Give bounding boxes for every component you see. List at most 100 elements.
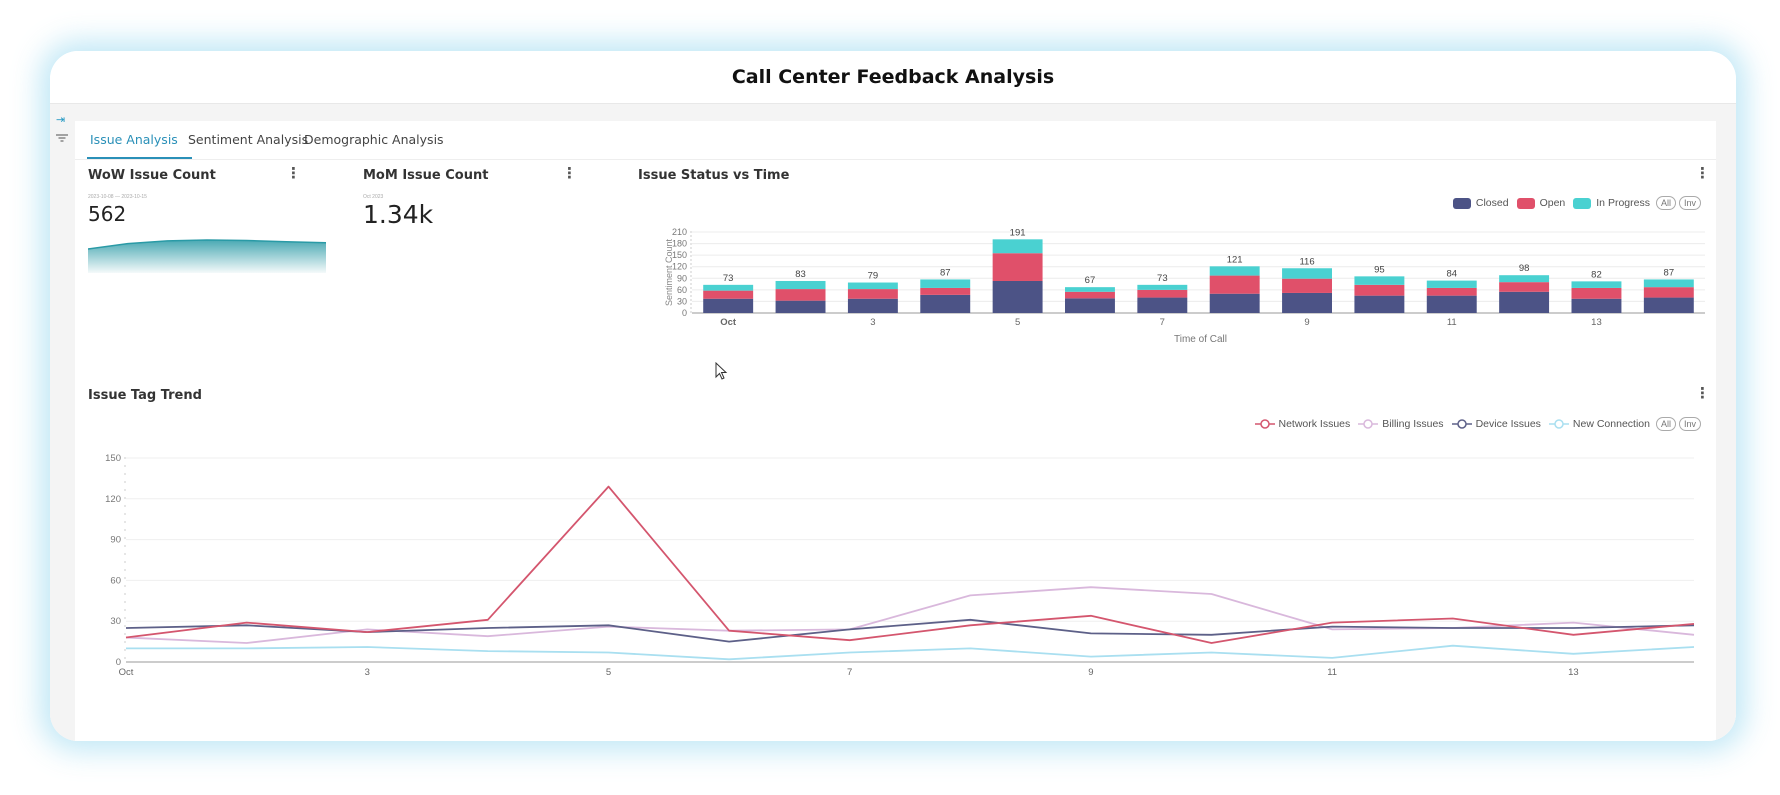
bar-segment[interactable] xyxy=(775,300,826,313)
legend-item-network-issues[interactable]: Network Issues xyxy=(1254,418,1351,430)
bar-segment[interactable] xyxy=(1065,287,1115,292)
bar-segment[interactable] xyxy=(920,294,971,313)
expand-icon[interactable]: ⇥ xyxy=(56,114,66,126)
bar-segment[interactable] xyxy=(920,279,971,288)
bar-segment[interactable] xyxy=(703,298,754,313)
bar-segment[interactable] xyxy=(1065,298,1115,313)
bar-segment[interactable] xyxy=(775,289,826,301)
legend-item-open[interactable]: Open xyxy=(1516,197,1565,209)
legend-swatch xyxy=(1573,197,1592,209)
y-axis-label: Sentiment Count xyxy=(664,238,674,306)
legend-item-new-connection[interactable]: New Connection xyxy=(1548,418,1650,430)
legend-all-button[interactable]: All xyxy=(1655,196,1676,210)
bar-segment[interactable] xyxy=(1282,278,1332,293)
legend-item-in-progress[interactable]: In Progress xyxy=(1573,197,1650,209)
bar-segment[interactable] xyxy=(847,298,898,313)
legend-line-symbol xyxy=(1548,419,1569,429)
legend-item-closed[interactable]: Closed xyxy=(1452,197,1509,209)
trend-chart-menu-icon[interactable]: ⋮ xyxy=(1695,385,1710,402)
bar-segment[interactable] xyxy=(1571,287,1622,299)
bar-segment[interactable] xyxy=(1137,284,1188,290)
tab-bar: Issue Analysis Sentiment Analysis Demogr… xyxy=(75,121,1716,160)
y-tick-label: 120 xyxy=(672,262,687,272)
filter-icon[interactable] xyxy=(56,133,68,146)
bar-segment[interactable] xyxy=(847,289,898,299)
y-tick-label: 60 xyxy=(110,575,121,586)
bar-segment[interactable] xyxy=(920,287,971,295)
trend-legend: Network Issues Billing Issues Device Iss… xyxy=(1247,417,1701,431)
bar-segment[interactable] xyxy=(703,290,754,299)
bar-total-label: 79 xyxy=(868,271,879,282)
bar-segment[interactable] xyxy=(1643,287,1694,298)
bar-segment[interactable] xyxy=(1209,275,1260,294)
wow-menu-icon[interactable]: ⋮ xyxy=(286,165,301,182)
y-tick-label: 150 xyxy=(672,250,687,260)
bar-total-label: 73 xyxy=(723,273,734,284)
filter-icon-glyph xyxy=(56,134,68,142)
series-line-device-issues[interactable] xyxy=(125,618,1695,643)
legend-all-button[interactable]: All xyxy=(1655,417,1676,431)
bar-segment[interactable] xyxy=(1499,275,1550,283)
bar-total-label: 84 xyxy=(1446,269,1457,280)
bar-segment[interactable] xyxy=(1426,295,1477,313)
sparkline-line xyxy=(88,239,326,250)
bar-segment[interactable] xyxy=(1354,284,1405,296)
bar-total-label: 191 xyxy=(1010,227,1026,238)
bar-segment[interactable] xyxy=(1354,295,1405,313)
bar-segment[interactable] xyxy=(1571,281,1622,288)
title-divider xyxy=(50,103,1736,104)
tab-demographic-analysis[interactable]: Demographic Analysis xyxy=(304,132,444,147)
status-chart-menu-icon[interactable]: ⋮ xyxy=(1695,165,1710,182)
bar-segment[interactable] xyxy=(1209,266,1260,276)
bar-segment[interactable] xyxy=(1571,298,1622,313)
sparkline-area xyxy=(88,240,326,273)
bar-segment[interactable] xyxy=(1137,289,1188,298)
series-line-billing-issues[interactable] xyxy=(125,586,1695,644)
bar-segment[interactable] xyxy=(1426,287,1477,296)
bar-segment[interactable] xyxy=(1643,297,1694,313)
bar-segment[interactable] xyxy=(847,282,898,290)
legend-label: Closed xyxy=(1475,197,1509,209)
bar-segment[interactable] xyxy=(1065,291,1115,299)
x-tick-label: Oct xyxy=(720,317,737,328)
bar-segment[interactable] xyxy=(1282,268,1332,279)
tab-issue-analysis[interactable]: Issue Analysis xyxy=(90,132,178,147)
bar-segment[interactable] xyxy=(992,253,1043,281)
x-tick-label: 9 xyxy=(1088,667,1093,678)
status-chart-title: Issue Status vs Time xyxy=(638,168,790,183)
y-tick-label: 0 xyxy=(116,657,121,668)
bar-segment[interactable] xyxy=(1499,282,1550,292)
bar-segment[interactable] xyxy=(1499,291,1550,313)
bar-segment[interactable] xyxy=(1354,276,1405,285)
legend-item-device-issues[interactable]: Device Issues xyxy=(1451,418,1541,430)
bar-segment[interactable] xyxy=(992,239,1043,254)
series-line-new-connection[interactable] xyxy=(126,644,1695,661)
sidebar: ⇥ xyxy=(50,104,74,741)
bar-segment[interactable] xyxy=(1209,293,1260,313)
page-title: Call Center Feedback Analysis xyxy=(731,66,1055,88)
bar-segment[interactable] xyxy=(1426,280,1477,288)
bar-segment[interactable] xyxy=(1643,279,1694,288)
bar-total-label: 67 xyxy=(1085,275,1096,286)
status-legend: Closed Open In Progress All Inv xyxy=(1445,196,1701,210)
bar-segment[interactable] xyxy=(775,280,826,290)
legend-label: New Connection xyxy=(1572,418,1650,430)
mom-title: MoM Issue Count xyxy=(363,168,489,183)
legend-item-billing-issues[interactable]: Billing Issues xyxy=(1358,418,1444,430)
x-tick-label: 13 xyxy=(1568,667,1579,678)
y-tick-label: 30 xyxy=(677,296,687,306)
legend-label: Network Issues xyxy=(1278,418,1351,430)
series-line-network-issues[interactable] xyxy=(125,485,1695,644)
y-tick-label: 90 xyxy=(677,273,687,283)
tab-sentiment-analysis[interactable]: Sentiment Analysis xyxy=(188,132,309,147)
legend-inv-button[interactable]: Inv xyxy=(1678,417,1701,431)
bar-segment[interactable] xyxy=(992,280,1043,313)
bar-segment[interactable] xyxy=(1282,292,1332,313)
bar-segment[interactable] xyxy=(1137,297,1188,313)
x-tick-label: 3 xyxy=(870,317,875,328)
bar-segment[interactable] xyxy=(703,284,754,291)
legend-inv-button[interactable]: Inv xyxy=(1678,196,1701,210)
mom-menu-icon[interactable]: ⋮ xyxy=(562,165,577,182)
legend-swatch xyxy=(1452,197,1471,209)
